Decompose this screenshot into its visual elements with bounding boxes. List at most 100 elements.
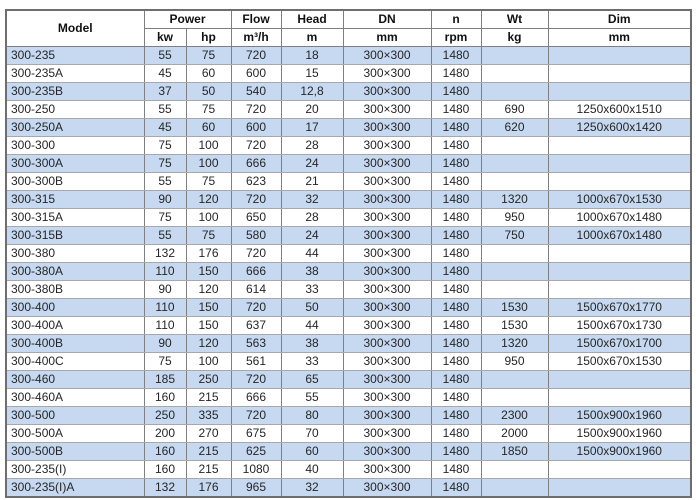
cell-wt [480, 460, 549, 479]
cell-dim: 1000x670x1480 [547, 226, 692, 245]
cell-rpm: 1480 [430, 190, 482, 209]
cell-flow: 720 [230, 370, 282, 389]
cell-hp: 215 [185, 442, 232, 461]
cell-flow: 623 [230, 172, 282, 191]
cell-hp: 100 [185, 154, 232, 173]
cell-dim [547, 136, 692, 155]
cell-rpm: 1480 [430, 100, 482, 119]
cell-model: 300-500B [5, 442, 145, 461]
cell-model: 300-250 [5, 100, 145, 119]
cell-model: 300-400A [5, 316, 145, 335]
cell-wt: 950 [480, 208, 549, 227]
table-row: 300-380A 110 150 666 38 300×300 1480 [5, 262, 692, 281]
cell-hp: 120 [185, 280, 232, 299]
cell-dim [547, 244, 692, 263]
cell-hp: 50 [185, 82, 232, 101]
cell-kw: 45 [143, 118, 187, 137]
cell-flow: 720 [230, 46, 282, 65]
cell-head: 65 [280, 370, 344, 389]
cell-rpm: 1480 [430, 280, 482, 299]
table-row: 300-400C 75 100 561 33 300×300 1480 950 1500x670… [5, 352, 692, 371]
cell-dn: 300×300 [342, 352, 432, 371]
cell-wt [480, 82, 549, 101]
cell-head: 17 [280, 118, 344, 137]
cell-dim [547, 64, 692, 83]
header-dn-unit: mm [342, 28, 432, 47]
cell-wt: 950 [480, 352, 549, 371]
cell-kw: 90 [143, 190, 187, 209]
cell-head: 20 [280, 100, 344, 119]
cell-model: 300-500A [5, 424, 145, 443]
cell-hp: 100 [185, 208, 232, 227]
cell-rpm: 1480 [430, 244, 482, 263]
cell-hp: 176 [185, 478, 232, 498]
cell-model: 300-400C [5, 352, 145, 371]
cell-dim [547, 46, 692, 65]
cell-model: 300-235B [5, 82, 145, 101]
table-body: 300-235 55 75 720 18 300×300 1480 300-235A 45 60 6… [5, 46, 692, 498]
header-n-unit: rpm [430, 28, 482, 47]
cell-model: 300-315B [5, 226, 145, 245]
cell-model: 300-235 [5, 46, 145, 65]
cell-model: 300-250A [5, 118, 145, 137]
header-head: Head [280, 9, 344, 29]
cell-kw: 75 [143, 154, 187, 173]
cell-kw: 160 [143, 388, 187, 407]
cell-hp: 335 [185, 406, 232, 425]
cell-model: 300-380 [5, 244, 145, 263]
cell-kw: 200 [143, 424, 187, 443]
cell-dn: 300×300 [342, 154, 432, 173]
cell-rpm: 1480 [430, 406, 482, 425]
header-dn: DN [342, 9, 432, 29]
cell-rpm: 1480 [430, 64, 482, 83]
pump-spec-table-container: Model Power Flow Head DN n Wt Dim kw hp … [5, 9, 693, 498]
table-row: 300-400 110 150 720 50 300×300 1480 1530 1500x67… [5, 298, 692, 317]
table-row: 300-400A 110 150 637 44 300×300 1480 1530 1500x6… [5, 316, 692, 335]
cell-hp: 100 [185, 352, 232, 371]
cell-dn: 300×300 [342, 244, 432, 263]
cell-head: 38 [280, 334, 344, 353]
cell-flow: 600 [230, 64, 282, 83]
cell-head: 24 [280, 154, 344, 173]
cell-hp: 270 [185, 424, 232, 443]
cell-dim [547, 280, 692, 299]
cell-kw: 75 [143, 352, 187, 371]
header-dim-unit: mm [547, 28, 692, 47]
cell-hp: 215 [185, 388, 232, 407]
cell-dim [547, 460, 692, 479]
cell-hp: 250 [185, 370, 232, 389]
cell-wt: 1850 [480, 442, 549, 461]
cell-head: 50 [280, 298, 344, 317]
cell-hp: 150 [185, 316, 232, 335]
cell-head: 70 [280, 424, 344, 443]
cell-wt [480, 370, 549, 389]
cell-rpm: 1480 [430, 82, 482, 101]
cell-head: 32 [280, 190, 344, 209]
table-header: Model Power Flow Head DN n Wt Dim kw hp … [5, 9, 692, 47]
header-flow-unit: m³/h [230, 28, 282, 47]
cell-model: 300-500 [5, 406, 145, 425]
header-head-unit: m [280, 28, 344, 47]
cell-head: 32 [280, 478, 344, 498]
cell-rpm: 1480 [430, 334, 482, 353]
cell-wt [480, 136, 549, 155]
cell-dn: 300×300 [342, 82, 432, 101]
cell-flow: 540 [230, 82, 282, 101]
cell-dim [547, 172, 692, 191]
table-row: 300-315 90 120 720 32 300×300 1480 1320 1000x670… [5, 190, 692, 209]
cell-flow: 1080 [230, 460, 282, 479]
cell-model: 300-300A [5, 154, 145, 173]
cell-kw: 90 [143, 334, 187, 353]
cell-dim: 1500x900x1960 [547, 406, 692, 425]
cell-head: 44 [280, 244, 344, 263]
cell-dn: 300×300 [342, 136, 432, 155]
cell-model: 300-315A [5, 208, 145, 227]
cell-model: 300-400 [5, 298, 145, 317]
cell-wt: 2300 [480, 406, 549, 425]
header-power-hp: hp [185, 28, 232, 47]
cell-wt [480, 46, 549, 65]
cell-dim [547, 370, 692, 389]
cell-hp: 60 [185, 64, 232, 83]
table-row: 300-500A 200 270 675 70 300×300 1480 2000 1500x9… [5, 424, 692, 443]
cell-dim: 1000x670x1530 [547, 190, 692, 209]
